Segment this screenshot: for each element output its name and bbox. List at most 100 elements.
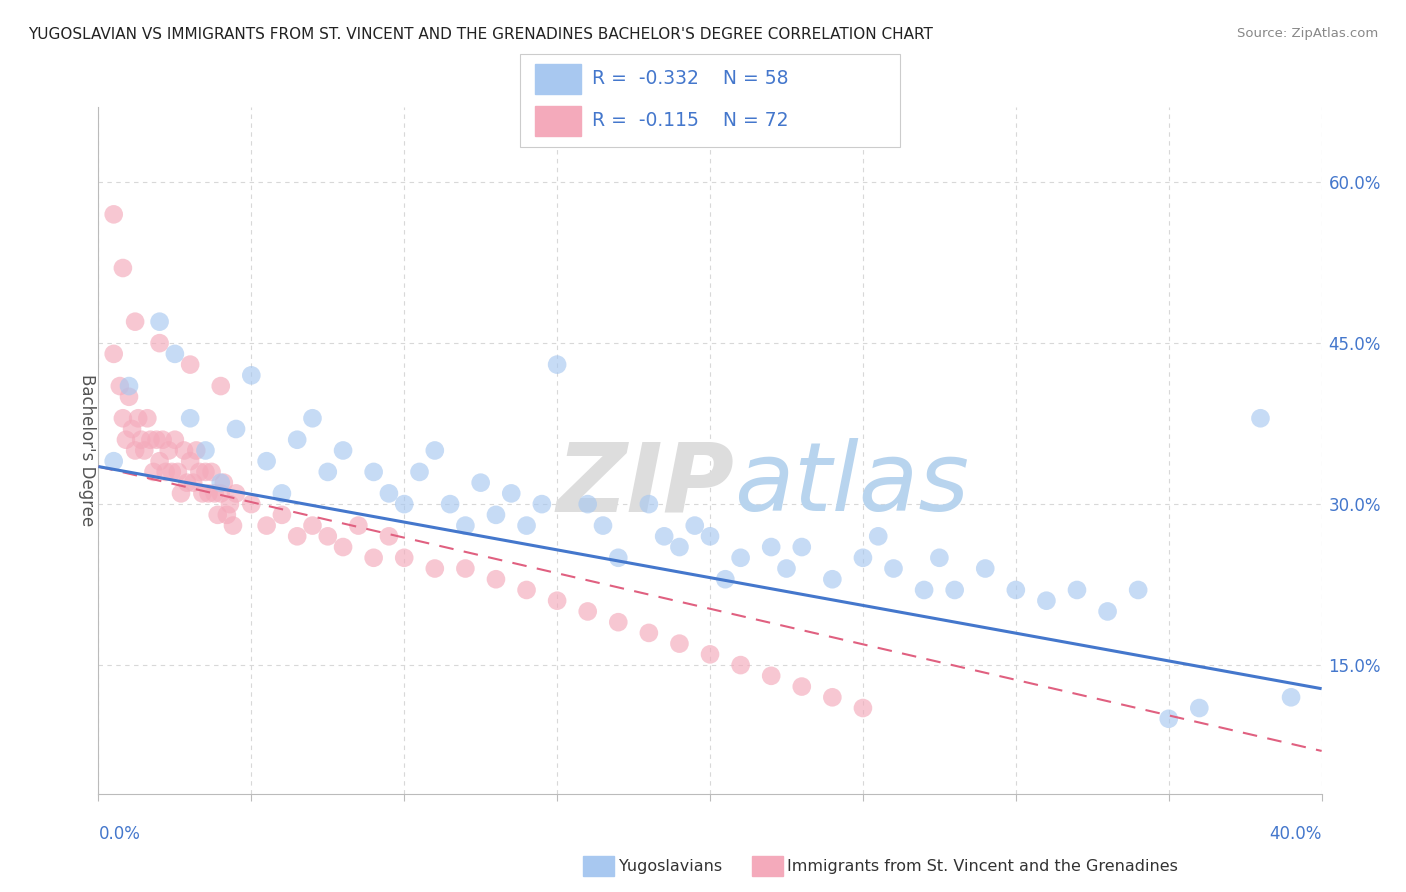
Point: [683, 518, 706, 533]
Point: [316, 529, 339, 543]
Text: Yugoslavians: Yugoslavians: [619, 859, 721, 873]
Point: [730, 550, 752, 565]
Point: [1004, 582, 1026, 597]
Point: [363, 550, 385, 565]
Point: [191, 486, 214, 500]
Point: [157, 443, 180, 458]
Point: [121, 422, 143, 436]
Point: [111, 260, 134, 275]
Point: [212, 475, 235, 490]
Point: [607, 615, 630, 630]
Point: [1035, 593, 1057, 607]
Point: [301, 518, 323, 533]
Point: [170, 486, 193, 500]
Point: [124, 443, 146, 458]
Point: [974, 561, 997, 575]
FancyBboxPatch shape: [520, 54, 900, 147]
Point: [1279, 690, 1302, 705]
Text: R =  -0.332    N = 58: R = -0.332 N = 58: [592, 70, 789, 88]
Point: [485, 508, 508, 522]
Point: [852, 550, 875, 565]
Point: [103, 347, 125, 361]
Point: [127, 411, 149, 425]
Point: [149, 315, 172, 329]
Point: [225, 486, 247, 500]
Point: [118, 390, 141, 404]
Point: [152, 433, 174, 447]
Point: [730, 658, 752, 673]
Point: [1188, 701, 1211, 715]
Point: [115, 433, 138, 447]
Point: [225, 422, 247, 436]
Point: [530, 497, 553, 511]
Point: [181, 475, 204, 490]
Point: [637, 497, 661, 511]
Point: [270, 508, 292, 522]
Point: [516, 582, 538, 597]
Point: [821, 572, 844, 586]
Point: [256, 454, 278, 468]
Point: [207, 508, 229, 522]
Text: Source: ZipAtlas.com: Source: ZipAtlas.com: [1237, 27, 1378, 40]
Point: [134, 443, 156, 458]
Point: [155, 465, 177, 479]
Point: [197, 486, 219, 500]
Point: [943, 582, 966, 597]
Point: [392, 497, 416, 511]
Point: [332, 443, 354, 458]
Point: [200, 465, 222, 479]
Point: [124, 315, 146, 329]
Point: [378, 529, 401, 543]
Point: [316, 465, 339, 479]
Point: [392, 550, 416, 565]
Point: [301, 411, 323, 425]
Text: 40.0%: 40.0%: [1270, 825, 1322, 843]
Point: [378, 486, 401, 500]
Point: [546, 358, 568, 372]
Point: [363, 465, 385, 479]
Point: [759, 540, 782, 554]
Point: [775, 561, 797, 575]
Point: [347, 518, 370, 533]
Point: [163, 347, 186, 361]
Text: ZIP: ZIP: [557, 438, 734, 532]
Point: [149, 336, 172, 351]
Point: [516, 518, 538, 533]
Point: [912, 582, 935, 597]
Text: atlas: atlas: [734, 438, 970, 532]
Point: [423, 443, 446, 458]
Point: [607, 550, 630, 565]
Point: [209, 486, 232, 500]
Point: [194, 443, 217, 458]
Point: [118, 379, 141, 393]
Point: [142, 465, 165, 479]
Point: [111, 411, 134, 425]
Point: [790, 540, 813, 554]
Point: [454, 518, 477, 533]
Point: [240, 497, 263, 511]
Point: [546, 593, 568, 607]
Point: [332, 540, 354, 554]
Point: [186, 443, 208, 458]
Point: [668, 540, 690, 554]
Point: [194, 465, 217, 479]
Point: [149, 454, 172, 468]
Point: [699, 529, 721, 543]
Point: [179, 454, 201, 468]
Point: [868, 529, 890, 543]
Point: [1128, 582, 1150, 597]
Text: Immigrants from St. Vincent and the Grenadines: Immigrants from St. Vincent and the Gren…: [787, 859, 1178, 873]
Point: [852, 701, 875, 715]
Point: [215, 508, 238, 522]
Point: [759, 669, 782, 683]
Point: [790, 680, 813, 694]
Point: [222, 518, 245, 533]
Point: [209, 379, 232, 393]
Point: [179, 358, 201, 372]
Point: [652, 529, 675, 543]
Point: [1066, 582, 1088, 597]
Point: [576, 497, 599, 511]
Point: [103, 207, 125, 221]
Text: YUGOSLAVIAN VS IMMIGRANTS FROM ST. VINCENT AND THE GRENADINES BACHELOR'S DEGREE : YUGOSLAVIAN VS IMMIGRANTS FROM ST. VINCE…: [28, 27, 934, 42]
Point: [139, 433, 162, 447]
